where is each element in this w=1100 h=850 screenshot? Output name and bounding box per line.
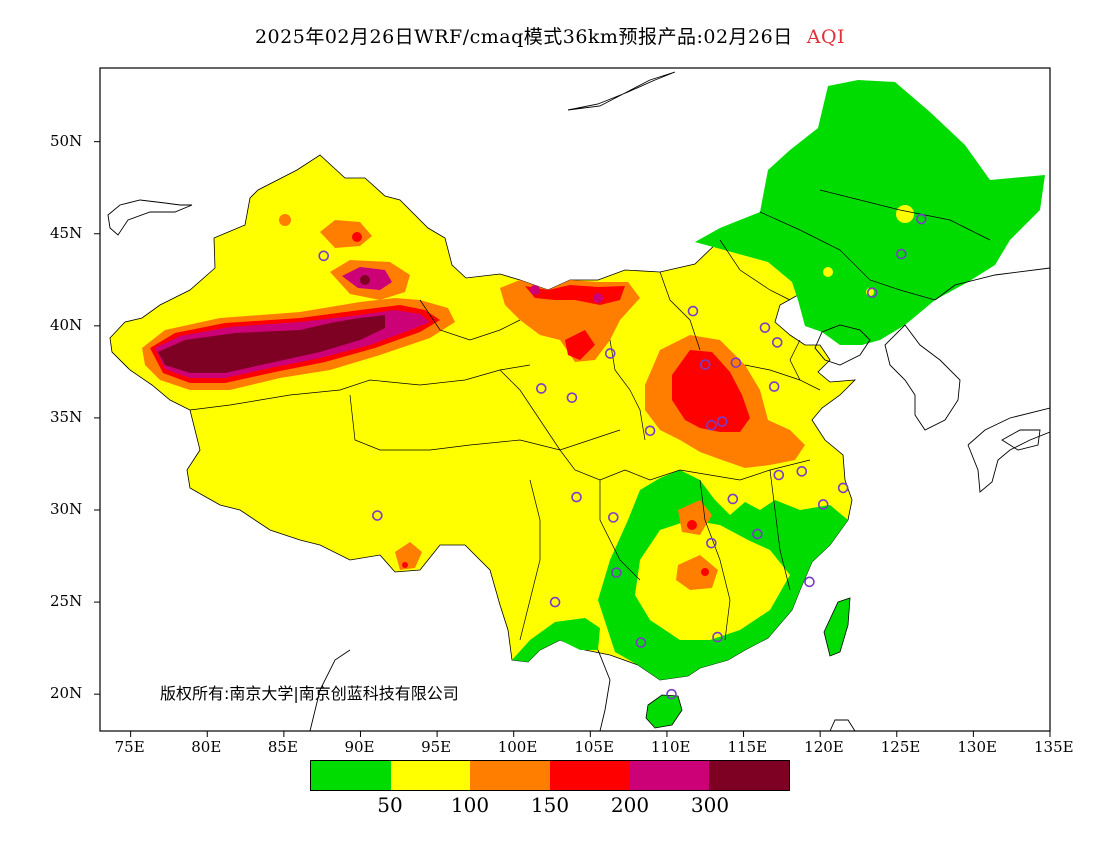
lon-tick-label: 100E [497, 738, 538, 756]
legend-label: 300 [690, 793, 730, 817]
lon-tick-label: 80E [191, 738, 222, 756]
southwest-green-strip [512, 618, 600, 662]
central-red-spot-2 [701, 568, 709, 576]
station-marker [706, 419, 717, 431]
station-marker [759, 322, 771, 333]
legend-swatch [390, 761, 471, 790]
lon-tick-label: 75E [114, 738, 145, 756]
china-aqi-field [107, 71, 1050, 731]
station-marker [318, 250, 330, 262]
station-marker [604, 348, 616, 359]
north-magenta-spot-2 [530, 285, 540, 295]
north-china-red-zone [672, 350, 750, 432]
taiwan-island [823, 597, 851, 657]
central-south-orange-zone-2 [676, 555, 718, 590]
station-marker [549, 596, 561, 608]
aqi-legend-bar [310, 760, 790, 791]
lon-tick-label: 95E [421, 738, 452, 756]
lat-tick-label: 35N [50, 407, 83, 426]
title-variable: AQI [806, 26, 846, 48]
lon-tick-label: 120E [804, 738, 844, 756]
junggar-maroon-spot [360, 275, 370, 285]
station-marker [372, 510, 383, 521]
station-marker [730, 357, 742, 368]
north-magenta-spot [593, 293, 603, 303]
northeast-green-zone [695, 80, 1045, 345]
north-red-spot [565, 330, 595, 360]
station-markers [318, 213, 927, 700]
station-marker [915, 213, 927, 225]
station-marker [866, 287, 878, 298]
lon-tick-label: 90E [344, 738, 375, 756]
tarim-maroon-zone [158, 315, 385, 373]
hainan-island [645, 694, 683, 729]
station-marker [644, 425, 656, 437]
neighbor-coastlines [107, 71, 1050, 731]
station-marker [706, 537, 717, 549]
station-marker [687, 305, 699, 317]
lat-tick-label: 25N [50, 592, 83, 611]
lon-tick-label: 130E [957, 738, 997, 756]
legend-swatch [629, 761, 710, 790]
xinjiang-red-spot [352, 232, 362, 242]
station-marker [896, 248, 907, 260]
title-text: 2025年02月26日WRF/cmaq模式36km预报产品:02月26日 [254, 26, 793, 48]
legend-label: 150 [530, 793, 570, 817]
lon-tick-label: 85E [267, 738, 298, 756]
lon-tick-label: 125E [880, 738, 921, 756]
legend-label: 50 [377, 793, 403, 817]
lat-tick-label: 50N [50, 131, 83, 150]
copyright-text: 版权所有:南京大学|南京创蓝科技有限公司 [160, 684, 459, 703]
xinjiang-orange-spot [279, 214, 291, 226]
station-marker [804, 576, 815, 588]
station-marker [666, 688, 677, 700]
station-marker [566, 392, 578, 403]
northeast-yellow-spot-2 [823, 267, 833, 277]
central-red-spot [687, 520, 697, 530]
aqi-legend-labels: 50 100 150 200 300 [310, 793, 790, 819]
station-marker [727, 493, 739, 505]
station-marker [716, 416, 728, 427]
station-marker [611, 567, 622, 578]
legend-swatch [311, 761, 391, 790]
legend-swatch [470, 761, 551, 790]
axis-ticks [94, 141, 1051, 737]
station-marker [608, 512, 619, 523]
lon-tick-label: 105E [574, 738, 614, 756]
station-marker [752, 528, 763, 540]
map-frame [99, 67, 1051, 732]
station-marker [837, 482, 849, 494]
tibet-orange-spot [395, 542, 422, 570]
map-title: 2025年02月26日WRF/cmaq模式36km预报产品:02月26日 AQI [0, 22, 1100, 49]
province-boundaries [189, 189, 991, 641]
station-marker [535, 383, 547, 394]
station-marker [635, 637, 647, 648]
lat-tick-label: 40N [50, 315, 83, 334]
station-marker [768, 381, 780, 392]
station-marker [773, 469, 785, 481]
station-marker [817, 499, 829, 510]
station-marker [796, 466, 808, 477]
legend-swatch [709, 761, 790, 790]
lat-tick-label: 45N [50, 223, 83, 242]
station-marker [571, 491, 582, 503]
legend-swatch [550, 761, 630, 790]
tibet-red-spot [402, 562, 408, 568]
lat-tick-label: 20N [50, 684, 83, 703]
legend-label: 100 [450, 793, 490, 817]
legend-label: 200 [610, 793, 650, 817]
station-marker [699, 359, 711, 370]
station-marker [771, 337, 783, 348]
lon-tick-label: 110E [650, 738, 691, 756]
station-marker [712, 631, 723, 643]
lon-tick-label: 135E [1034, 738, 1074, 756]
northeast-yellow-spot [896, 205, 914, 223]
lat-tick-label: 30N [50, 500, 83, 518]
lon-tick-label: 115E [727, 738, 768, 756]
